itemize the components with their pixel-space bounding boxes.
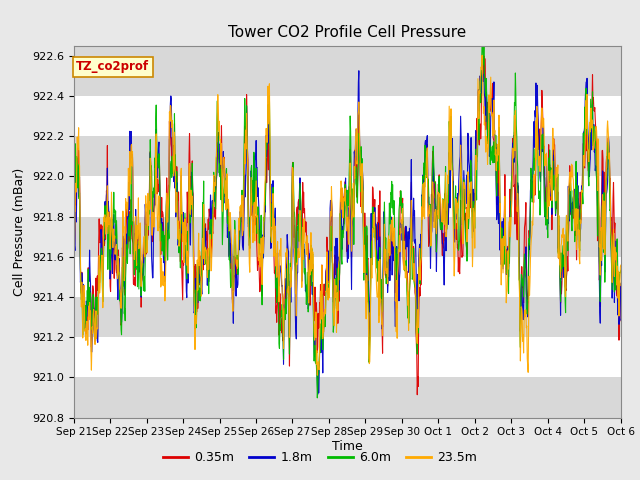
Bar [74,257,621,297]
X-axis label: Time: Time [332,440,363,453]
Bar [74,337,621,377]
Text: TZ_co2prof: TZ_co2prof [76,60,150,73]
Bar [74,176,621,216]
Bar [74,96,621,136]
Title: Tower CO2 Profile Cell Pressure: Tower CO2 Profile Cell Pressure [228,25,467,40]
Legend: 0.35m, 1.8m, 6.0m, 23.5m: 0.35m, 1.8m, 6.0m, 23.5m [158,446,482,469]
Y-axis label: Cell Pressure (mBar): Cell Pressure (mBar) [13,168,26,296]
